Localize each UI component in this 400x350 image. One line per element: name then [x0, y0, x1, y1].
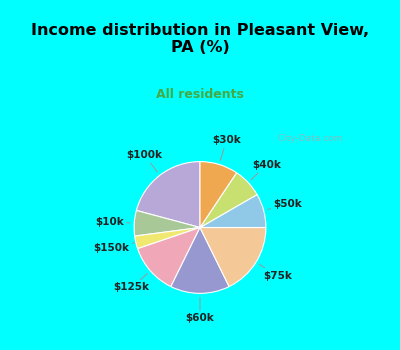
Text: City-Data.com: City-Data.com [272, 134, 343, 143]
Wedge shape [138, 228, 200, 287]
Text: Income distribution in Pleasant View,
PA (%): Income distribution in Pleasant View, PA… [31, 23, 369, 56]
Text: $125k: $125k [114, 274, 150, 293]
Text: $30k: $30k [212, 135, 241, 161]
Text: All residents: All residents [156, 88, 244, 101]
Wedge shape [200, 228, 266, 287]
Text: $75k: $75k [260, 265, 292, 280]
Wedge shape [134, 210, 200, 236]
Wedge shape [200, 195, 266, 228]
Text: $40k: $40k [251, 160, 281, 180]
Text: $50k: $50k [268, 199, 302, 209]
Wedge shape [171, 228, 229, 293]
Wedge shape [135, 228, 200, 249]
Wedge shape [136, 162, 200, 228]
Wedge shape [200, 173, 257, 228]
Text: $60k: $60k [186, 298, 214, 323]
Wedge shape [200, 162, 237, 228]
Text: $10k: $10k [95, 217, 130, 226]
Text: $150k: $150k [94, 243, 134, 253]
Text: $100k: $100k [127, 150, 163, 172]
